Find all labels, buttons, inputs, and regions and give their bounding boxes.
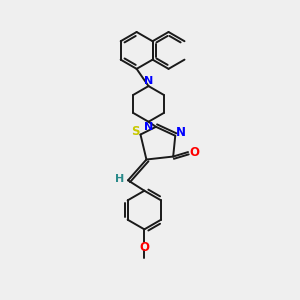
Text: N: N (144, 122, 153, 132)
Text: O: O (140, 241, 149, 254)
Text: H: H (115, 174, 124, 184)
Text: S: S (131, 125, 140, 138)
Text: O: O (189, 146, 199, 159)
Text: N: N (176, 126, 186, 139)
Text: N: N (144, 76, 153, 86)
